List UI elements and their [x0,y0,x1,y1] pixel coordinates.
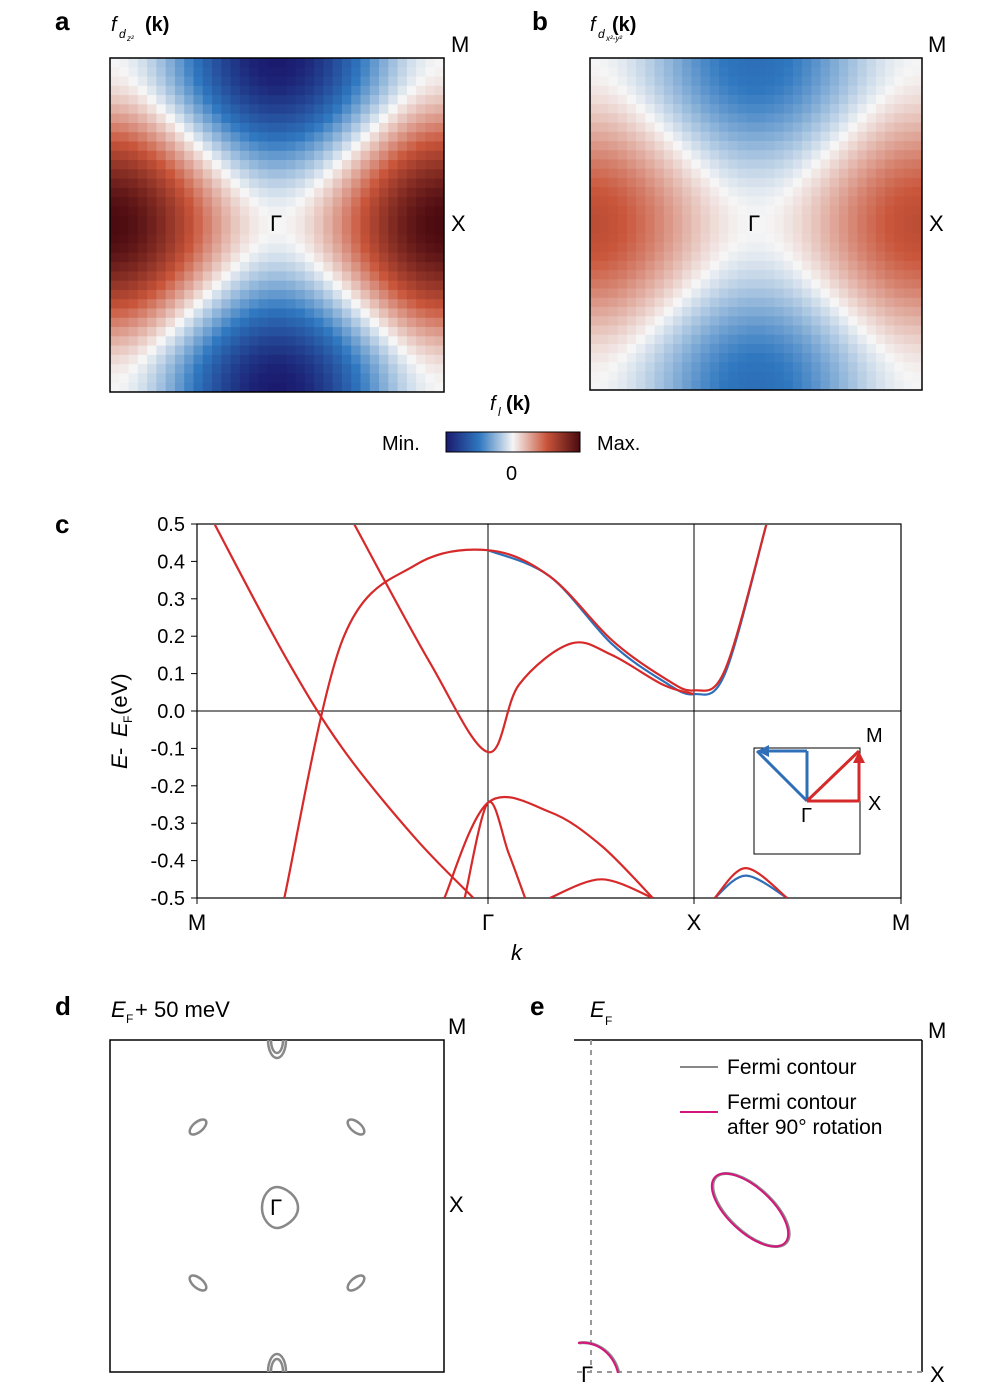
pocket-rotated [710,1172,790,1248]
y-tick-label: -0.4 [151,851,185,873]
band-line-red [463,800,527,898]
panel-d-title-rest: + 50 meV [135,997,230,1022]
x-tick-label: X [687,910,702,935]
panel-e-frame [574,1039,923,1373]
inset-M-label: M [866,725,883,747]
y-tick-label: 0.0 [157,701,185,723]
panel-e-M-label: M [928,1018,946,1043]
panel-b-gamma-label: Γ [748,211,760,236]
band-line-red [713,866,788,898]
svg-text:E: E [107,754,132,769]
panel-b-M-label: M [928,32,946,57]
m-pocket-top [266,1039,288,1060]
inset-blue-arrowhead [757,745,769,757]
panel-d-letter: d [55,991,71,1021]
band-line-blue [713,874,788,898]
pocket [188,1118,208,1136]
panel-d-title-E: E [111,997,126,1022]
pocket [188,1274,208,1292]
svg-text:F: F [121,716,135,723]
panel-d-title-sub: F [126,1012,133,1026]
y-tick-label: -0.1 [151,738,185,760]
svg-text:E: E [107,722,132,737]
pocket [346,1118,366,1136]
colorbar-min-label: Min. [382,433,420,455]
fermi-contours-e [577,1172,791,1373]
inset-X-label: X [868,793,881,815]
panel-a-letter: a [55,6,70,36]
band-line-red [213,525,475,898]
panel-b-letter: b [532,6,548,36]
y-tick-label: 0.3 [157,589,185,611]
colorbar-title-arg: (k) [506,393,530,415]
legend-label-1: Fermi contour [727,1056,857,1079]
panel-d-X-label: X [449,1192,464,1217]
panel-a-title-subsub: z² [126,34,134,43]
x-axis-label: k [511,940,523,965]
y-tick-label: -0.5 [151,888,185,910]
panel-a-title-arg: (k) [145,14,169,36]
panel-d-gamma-label: Γ [270,1195,282,1220]
svg-text:(eV): (eV) [107,673,132,715]
panel-b-title-f: f [590,14,598,36]
gamma-pocket [260,1185,300,1230]
y-tick-label: 0.1 [157,664,185,686]
colorbar-zero-label: 0 [506,463,517,485]
band-line-red [353,525,695,754]
panel-b-X-label: X [929,211,944,236]
panel-d-M-label: M [448,1014,466,1039]
panel-a-title-sub: d [119,27,126,41]
y-tick-label: -0.3 [151,813,185,835]
legend: Fermi contour Fermi contour after 90° ro… [680,1056,883,1139]
panel-e-title-sub: F [605,1014,612,1028]
band-line-red [443,795,654,898]
colorbar-max-label: Max. [597,433,640,455]
panel-d-frame [109,1039,445,1373]
x-tick-label: M [892,910,910,935]
colorbar [445,431,581,453]
legend-label-2: Fermi contour [727,1091,857,1114]
colorbar-title-sub: l [498,405,501,419]
panel-a-title-f: f [111,14,119,36]
y-tick-label: 0.4 [157,551,185,573]
band-line-red [549,878,654,898]
y-axis-label: E - E F (eV) [107,673,135,769]
inset-gamma-label: Γ [801,805,812,827]
panel-b-title-sub: d [598,27,605,41]
bz-inset: M X Γ [753,725,883,855]
svg-text:-: - [107,748,132,755]
y-tick-label: -0.2 [151,776,185,798]
heatmap-dx2y2 [589,57,923,391]
legend-label-2b: after 90° rotation [727,1116,883,1139]
pocket [346,1274,366,1292]
band-structure-plot: -0.5 -0.4 -0.3 -0.2 -0.1 0.0 0.1 0.2 0.3 0.4 0.5 M Γ… [151,514,911,935]
panel-e-gamma-label: Γ [581,1362,593,1387]
panel-e-X-label: X [930,1362,945,1387]
heatmap-dz2 [109,57,445,393]
m-pocket-top-inner [269,1039,285,1055]
y-tick-label: 0.2 [157,626,185,648]
m-pocket-bottom [266,1352,288,1373]
x-tick-label: Γ [482,910,494,935]
colorbar-title-f: f [490,393,498,415]
panel-e-title-E: E [590,997,605,1022]
panel-c-letter: c [55,509,69,539]
m-pocket-bottom-inner [269,1357,285,1373]
band-line-red [283,525,768,898]
fermi-contours-d [188,1039,366,1373]
panel-b-title-subsub: x²-y² [605,34,622,43]
panel-a-M-label: M [451,32,469,57]
x-tick-label: M [188,910,206,935]
gamma-pocket-rotated [577,1341,619,1373]
y-tick-label: 0.5 [157,514,185,536]
panel-a-gamma-label: Γ [270,211,282,236]
panel-a-X-label: X [451,211,466,236]
panel-b-title-arg: (k) [612,14,636,36]
inset-red-arrowhead [853,751,865,763]
panel-e-letter: e [530,991,544,1021]
